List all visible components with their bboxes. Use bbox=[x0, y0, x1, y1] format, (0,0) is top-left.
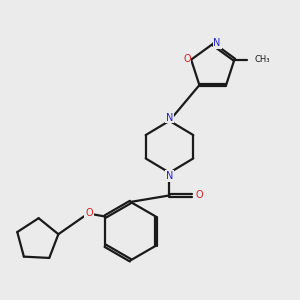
Text: O: O bbox=[85, 208, 93, 218]
Text: N: N bbox=[213, 38, 221, 48]
Text: O: O bbox=[183, 54, 190, 64]
Text: N: N bbox=[166, 112, 173, 122]
Text: CH₃: CH₃ bbox=[255, 55, 270, 64]
Text: O: O bbox=[196, 190, 204, 200]
Text: N: N bbox=[166, 171, 173, 181]
